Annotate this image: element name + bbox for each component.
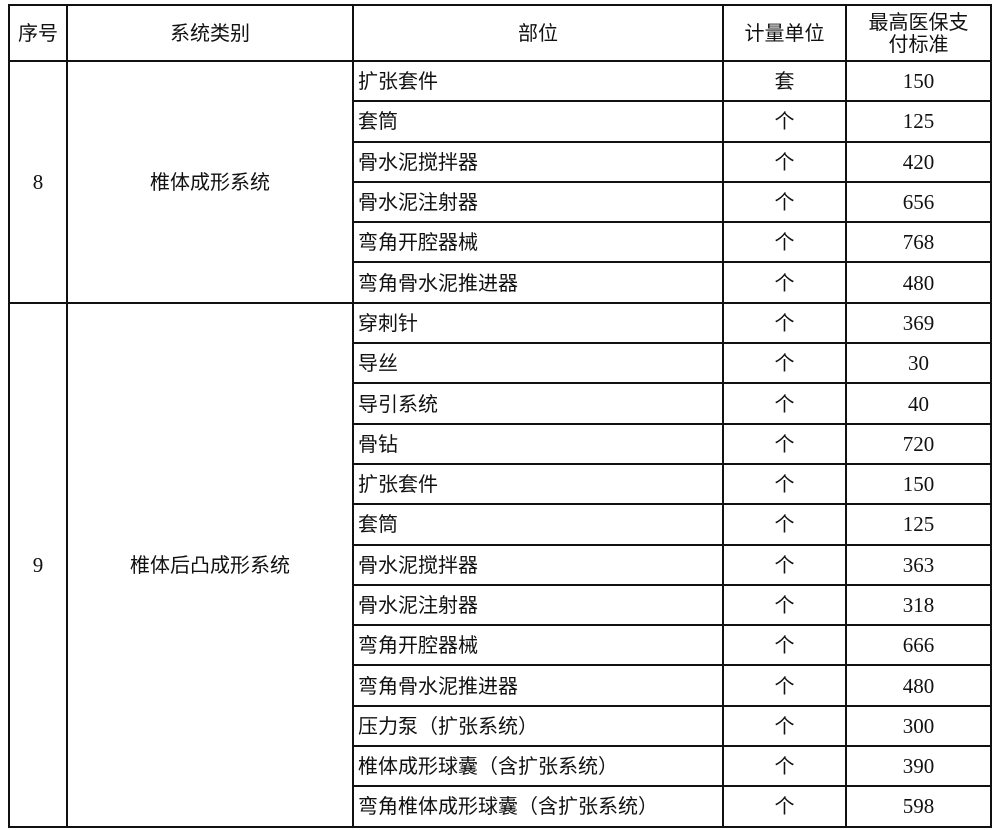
cell-unit: 个 — [722, 301, 847, 345]
cell-unit: 个 — [722, 140, 847, 183]
cell-max-price: 125 — [845, 100, 992, 143]
header-no: 序号 — [8, 4, 68, 62]
cell-part: 导引系统 — [352, 382, 724, 425]
cell-unit: 个 — [722, 785, 847, 828]
table-row: 套筒个 125 — [9, 100, 992, 143]
table-row: 弯角开腔器械个 666 — [9, 624, 992, 667]
cell-unit: 个 — [722, 422, 847, 465]
cell-unit: 个 — [722, 583, 847, 627]
table-row: 椎体成形球囊（含扩张系统）个 390 — [9, 745, 992, 788]
cell-part: 骨水泥搅拌器 — [352, 543, 724, 586]
cell-part: 压力泵（扩张系统） — [352, 704, 724, 748]
cell-max-price: 40 — [845, 382, 992, 425]
cell-part: 骨水泥搅拌器 — [352, 140, 724, 183]
cell-part: 弯角开腔器械 — [352, 624, 724, 667]
cell-part: 穿刺针 — [352, 301, 724, 345]
cell-part: 弯角开腔器械 — [352, 221, 724, 264]
cell-part: 套筒 — [352, 503, 724, 546]
cell-max-price: 300 — [845, 704, 992, 748]
table-row: 导丝个 30 — [9, 342, 992, 385]
cell-part: 弯角椎体成形球囊（含扩张系统） — [352, 785, 724, 828]
cell-max-price: 420 — [845, 140, 992, 183]
price-table: 序号 系统类别 部位 计量单位 最高医保支付标准 8 椎体成形系统 扩张套件套 150… — [8, 4, 992, 828]
table-row: 9 椎体后凸成形系统 穿刺针个 369 — [8, 301, 992, 828]
header-row: 序号 系统类别 部位 计量单位 最高医保支付标准 — [8, 4, 992, 62]
cell-unit: 个 — [722, 100, 847, 143]
cell-max-price: 656 — [845, 180, 992, 224]
cell-unit: 个 — [722, 382, 847, 425]
group-category: 椎体成形系统 — [66, 60, 354, 304]
cell-part: 弯角骨水泥推进器 — [352, 261, 724, 304]
cell-unit: 个 — [722, 342, 847, 385]
cell-max-price: 598 — [845, 785, 992, 828]
header-category: 系统类别 — [66, 4, 354, 62]
cell-max-price: 480 — [845, 261, 992, 304]
cell-unit: 个 — [722, 664, 847, 707]
cell-max-price: 369 — [845, 301, 992, 345]
cell-unit: 套 — [722, 59, 847, 103]
cell-max-price: 666 — [845, 624, 992, 667]
cell-unit: 个 — [722, 221, 847, 264]
cell-max-price: 363 — [845, 543, 992, 586]
table-row: 骨水泥注射器个 656 — [9, 180, 992, 224]
cell-unit: 个 — [722, 462, 847, 506]
cell-part: 骨钻 — [352, 422, 724, 465]
group-number: 8 — [8, 60, 68, 304]
header-max-price: 最高医保支付标准 — [845, 4, 992, 62]
cell-max-price: 390 — [845, 745, 992, 788]
group-number: 9 — [8, 301, 68, 828]
table-row: 骨钻个 720 — [9, 422, 992, 465]
cell-part: 导丝 — [352, 342, 724, 385]
cell-unit: 个 — [722, 543, 847, 586]
table-row: 骨水泥注射器个 318 — [9, 583, 992, 627]
cell-max-price: 150 — [845, 462, 992, 506]
table-row: 8 椎体成形系统 扩张套件套 150 — [8, 59, 992, 304]
table-row: 弯角椎体成形球囊（含扩张系统）个 598 — [9, 785, 992, 828]
table-row: 压力泵（扩张系统）个 300 — [9, 704, 992, 748]
table-row: 套筒个 125 — [9, 503, 992, 546]
cell-part: 骨水泥注射器 — [352, 583, 724, 627]
table-row: 弯角开腔器械个 768 — [9, 221, 992, 264]
cell-max-price: 720 — [845, 422, 992, 465]
table-row: 骨水泥搅拌器个 420 — [9, 140, 992, 183]
table-row: 导引系统个 40 — [9, 382, 992, 425]
cell-unit: 个 — [722, 180, 847, 224]
cell-part: 扩张套件 — [352, 462, 724, 506]
cell-part: 弯角骨水泥推进器 — [352, 664, 724, 707]
cell-part: 骨水泥注射器 — [352, 180, 724, 224]
cell-max-price: 768 — [845, 221, 992, 264]
table-row: 弯角骨水泥推进器个 480 — [9, 664, 992, 707]
cell-unit: 个 — [722, 745, 847, 788]
cell-unit: 个 — [722, 503, 847, 546]
cell-part: 扩张套件 — [352, 59, 724, 103]
header-part: 部位 — [352, 4, 724, 62]
cell-max-price: 318 — [845, 583, 992, 627]
cell-unit: 个 — [722, 624, 847, 667]
cell-max-price: 480 — [845, 664, 992, 707]
group-category: 椎体后凸成形系统 — [66, 301, 354, 828]
cell-unit: 个 — [722, 704, 847, 748]
cell-unit: 个 — [722, 261, 847, 304]
table-row: 弯角骨水泥推进器个 480 — [9, 261, 992, 304]
table-row: 骨水泥搅拌器个 363 — [9, 543, 992, 586]
cell-part: 椎体成形球囊（含扩张系统） — [352, 745, 724, 788]
cell-max-price: 125 — [845, 503, 992, 546]
table-row: 扩张套件个 150 — [9, 462, 992, 506]
cell-part: 套筒 — [352, 100, 724, 143]
cell-max-price: 30 — [845, 342, 992, 385]
cell-max-price: 150 — [845, 59, 992, 103]
header-unit: 计量单位 — [722, 4, 847, 62]
